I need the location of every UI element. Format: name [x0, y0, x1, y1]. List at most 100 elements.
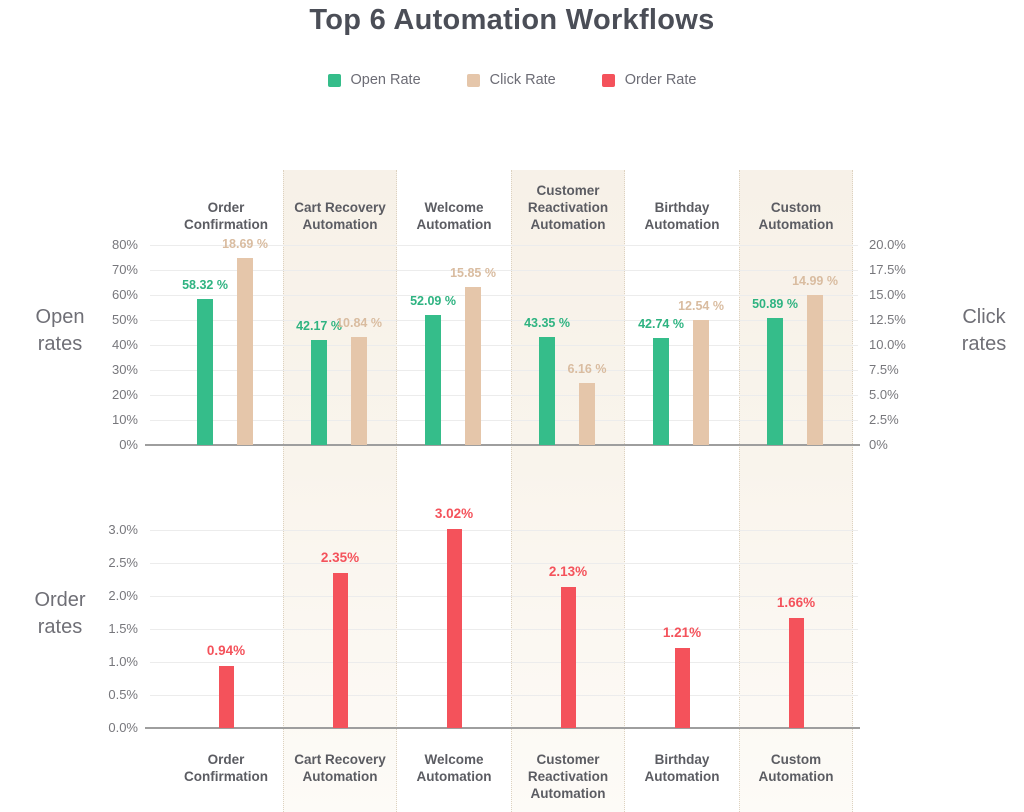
order-rate-bar [332, 572, 348, 728]
bar-value-label: 58.32 % [182, 278, 228, 293]
bar-value-label: 0.94% [206, 642, 246, 658]
order-rate-bar [560, 587, 576, 728]
category-label: Custom Automation [758, 200, 834, 233]
open-rate-bar [197, 299, 213, 445]
bar-value-label: 42.17 % [296, 318, 342, 333]
gridline [150, 563, 858, 564]
category-label: Cart Recovery Automation [294, 752, 386, 784]
category-label: Order Confirmation [184, 752, 268, 784]
category-label: Order Confirmation [184, 200, 268, 233]
axis-tick-label: 60% [111, 287, 138, 302]
category-label: Birthday Automation [644, 752, 720, 784]
axis-tick-label: 15.0% [869, 287, 906, 302]
axis-tick-label: 70% [111, 262, 138, 277]
gridline [150, 370, 858, 371]
category-label: Welcome Automation [416, 752, 492, 784]
axis-title-click-rates: Click rates [961, 306, 1007, 355]
axis-tick-label: 2.5% [108, 555, 138, 570]
open-rate-swatch-icon [327, 73, 341, 87]
category-label: Welcome Automation [416, 200, 492, 233]
bar-value-label: 1.21% [662, 625, 702, 641]
category-label: Custom Automation [758, 752, 834, 784]
axis-tick-label: 10% [111, 412, 138, 427]
gridline [150, 695, 858, 696]
legend: Open Rate Click Rate Order Rate [0, 72, 1024, 88]
legend-item-order-rate: Order Rate [601, 72, 697, 88]
click-rate-bar [579, 383, 595, 445]
open-rate-bar [653, 338, 669, 445]
bar-value-label: 3.02% [434, 505, 474, 521]
axis-tick-label: 50% [111, 312, 138, 327]
axis-tick-label: 0% [119, 437, 138, 452]
axis-tick-label: 17.5% [869, 262, 906, 277]
bar-value-label: 18.69 % [222, 237, 268, 252]
bar-value-label: 15.85 % [450, 265, 496, 280]
bar-value-label: 50.89 % [752, 296, 798, 311]
axis-tick-label: 2.5% [869, 412, 899, 427]
gridline [150, 596, 858, 597]
axis-tick-label: 7.5% [869, 362, 899, 377]
click-rate-bar [465, 286, 481, 445]
category-label: Customer Reactivation Automation [527, 752, 609, 801]
gridline [150, 662, 858, 663]
gridline [150, 295, 858, 296]
bar-value-label: 2.13% [548, 564, 588, 580]
chart-title: Top 6 Automation Workflows [309, 4, 715, 36]
gridline [150, 629, 858, 630]
open-rate-bar [425, 314, 441, 445]
legend-label: Click Rate [489, 72, 556, 88]
axis-tick-label: 0% [869, 437, 888, 452]
axis-tick-label: 1.0% [108, 654, 138, 669]
gridline [150, 270, 858, 271]
open-rate-bar [311, 339, 327, 445]
bar-value-label: 6.16 % [567, 362, 607, 377]
axis-tick-label: 0.5% [108, 687, 138, 702]
axis-tick-label: 40% [111, 337, 138, 352]
click-rate-bar [807, 295, 823, 445]
axis-tick-label: 30% [111, 362, 138, 377]
axis-tick-label: 80% [111, 237, 138, 252]
bar-value-label: 42.74 % [638, 317, 684, 332]
gridline [150, 530, 858, 531]
legend-label: Open Rate [350, 72, 421, 88]
order-rate-bar [788, 618, 804, 728]
axis-tick-label: 20.0% [869, 237, 906, 252]
axis-baseline [145, 444, 860, 446]
bar-value-label: 2.35% [320, 549, 360, 565]
bar-value-label: 14.99 % [792, 274, 838, 289]
open-rate-bar [767, 317, 783, 445]
gridline [150, 420, 858, 421]
bar-value-label: 43.35 % [524, 315, 570, 330]
category-label: Cart Recovery Automation [294, 200, 386, 233]
click-rate-swatch-icon [466, 73, 480, 87]
category-label: Customer Reactivation Automation [527, 183, 609, 233]
axis-tick-label: 2.0% [108, 588, 138, 603]
axis-tick-label: 5.0% [869, 387, 899, 402]
axis-tick-label: 3.0% [108, 522, 138, 537]
category-label: Birthday Automation [644, 200, 720, 233]
bar-value-label: 10.84 % [336, 315, 382, 330]
bar-value-label: 1.66% [776, 595, 816, 611]
order-rate-bar [218, 665, 234, 728]
gridline [150, 395, 858, 396]
click-rate-bar [237, 258, 253, 445]
axis-tick-label: 20% [111, 387, 138, 402]
click-rate-bar [693, 319, 709, 445]
bar-value-label: 52.09 % [410, 293, 456, 308]
gridline [150, 345, 858, 346]
legend-item-click-rate: Click Rate [466, 72, 556, 88]
bar-value-label: 12.54 % [678, 298, 724, 313]
click-rate-bar [351, 336, 367, 445]
axis-title-order-rates: Order rates [34, 589, 86, 638]
legend-item-open-rate: Open Rate [327, 72, 421, 88]
order-rate-bar [674, 648, 690, 728]
axis-tick-label: 10.0% [869, 337, 906, 352]
legend-label: Order Rate [624, 72, 697, 88]
order-rate-bar [446, 528, 462, 728]
order-rate-swatch-icon [601, 73, 615, 87]
axis-baseline [145, 727, 860, 729]
axis-tick-label: 1.5% [108, 621, 138, 636]
axis-tick-label: 0.0% [108, 720, 138, 735]
axis-tick-label: 12.5% [869, 312, 906, 327]
